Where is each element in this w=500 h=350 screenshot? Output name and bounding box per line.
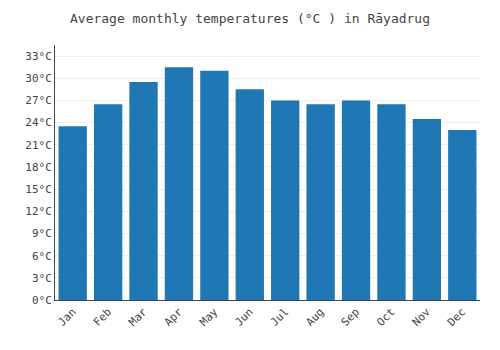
svg-text:Jul: Jul (268, 306, 291, 329)
svg-text:3°C: 3°C (32, 272, 52, 285)
svg-text:Nov: Nov (410, 305, 434, 329)
svg-text:6°C: 6°C (32, 250, 52, 263)
svg-text:18°C: 18°C (25, 161, 52, 174)
svg-text:Apr: Apr (162, 305, 186, 329)
svg-text:15°C: 15°C (25, 183, 52, 196)
svg-text:33°C: 33°C (25, 50, 52, 63)
svg-text:30°C: 30°C (25, 72, 52, 85)
svg-text:Aug: Aug (303, 306, 326, 329)
svg-text:Average monthly temperatures (: Average monthly temperatures (°C ) in Rā… (70, 11, 430, 26)
svg-text:Mar: Mar (126, 305, 150, 329)
svg-text:12°C: 12°C (25, 205, 52, 218)
svg-text:Sep: Sep (339, 306, 362, 329)
svg-text:Dec: Dec (445, 306, 468, 329)
svg-text:Jan: Jan (55, 306, 78, 329)
svg-text:27°C: 27°C (25, 94, 52, 107)
svg-text:9°C: 9°C (32, 227, 52, 240)
svg-text:24°C: 24°C (25, 116, 52, 129)
svg-text:Feb: Feb (91, 306, 114, 329)
svg-text:21°C: 21°C (25, 139, 52, 152)
svg-text:Jun: Jun (233, 306, 256, 329)
svg-text:Oct: Oct (374, 306, 397, 329)
svg-text:0°C: 0°C (32, 294, 52, 307)
svg-text:May: May (197, 305, 221, 329)
